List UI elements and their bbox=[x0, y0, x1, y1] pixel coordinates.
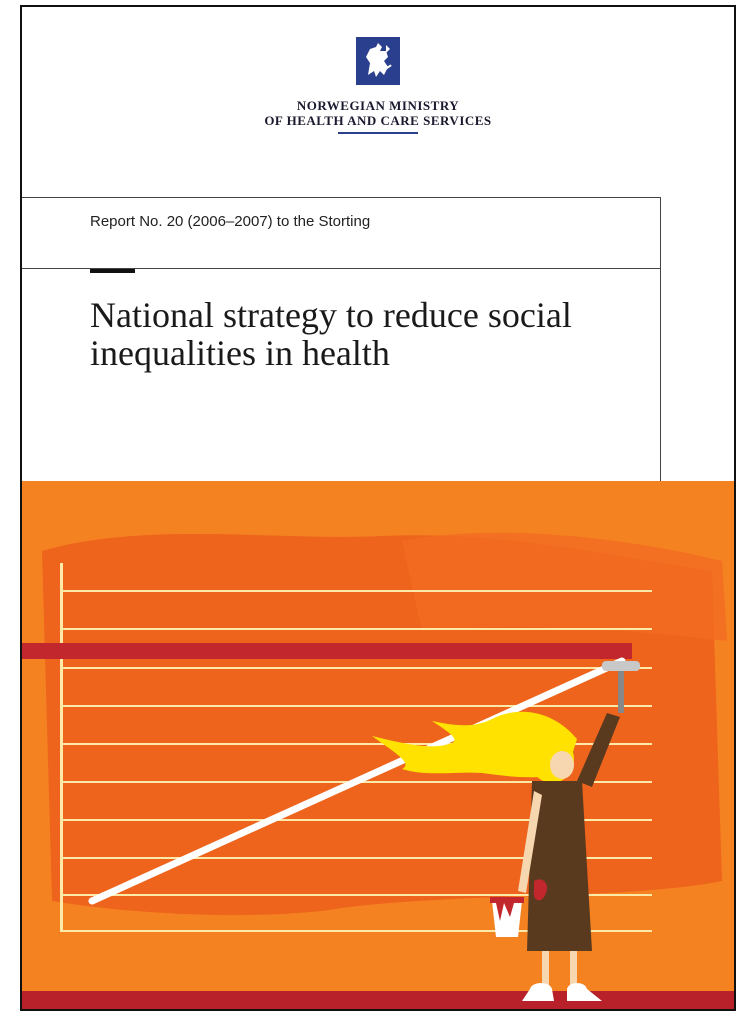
report-divider bbox=[22, 268, 660, 269]
ministry-name-line-2: OF HEALTH AND CARE SERVICES bbox=[264, 113, 492, 128]
chart-y-axis bbox=[60, 563, 63, 931]
hair bbox=[372, 711, 577, 778]
paint-bucket-drip bbox=[496, 903, 514, 921]
shoe-left bbox=[522, 983, 554, 1001]
rising-paint-line bbox=[88, 657, 626, 905]
paint-wash-texture-2 bbox=[402, 532, 727, 641]
dress-paint-splash bbox=[533, 879, 548, 901]
leg-left bbox=[542, 951, 549, 989]
paint-bucket-rim bbox=[490, 897, 524, 903]
bottom-band bbox=[22, 991, 734, 1009]
leg-right bbox=[570, 951, 577, 989]
report-tab-marker bbox=[90, 269, 135, 273]
report-cover: NORWEGIAN MINISTRY OF HEALTH AND CARE SE… bbox=[20, 5, 736, 1011]
roller-handle bbox=[618, 671, 624, 713]
report-info-box: Report No. 20 (2006–2007) to the Stortin… bbox=[22, 197, 661, 481]
woman-painter-icon bbox=[372, 661, 640, 1001]
cover-illustration bbox=[22, 481, 734, 1009]
shoe-right bbox=[567, 983, 602, 1001]
report-number: Report No. 20 (2006–2007) to the Stortin… bbox=[90, 213, 371, 230]
ministry-name-line-1: NORWEGIAN MINISTRY bbox=[296, 98, 460, 113]
raised-arm bbox=[577, 713, 620, 787]
dress bbox=[527, 781, 592, 951]
paint-roller bbox=[602, 661, 640, 671]
red-band bbox=[22, 643, 632, 659]
face bbox=[550, 751, 574, 779]
norwegian-lion-crest-icon bbox=[356, 37, 400, 85]
ministry-logo: NORWEGIAN MINISTRY OF HEALTH AND CARE SE… bbox=[22, 37, 734, 134]
ministry-underline bbox=[338, 132, 418, 134]
report-title: National strategy to reduce social inequ… bbox=[90, 295, 572, 373]
ministry-name: NORWEGIAN MINISTRY OF HEALTH AND CARE SE… bbox=[22, 98, 734, 128]
lower-arm bbox=[518, 791, 542, 893]
